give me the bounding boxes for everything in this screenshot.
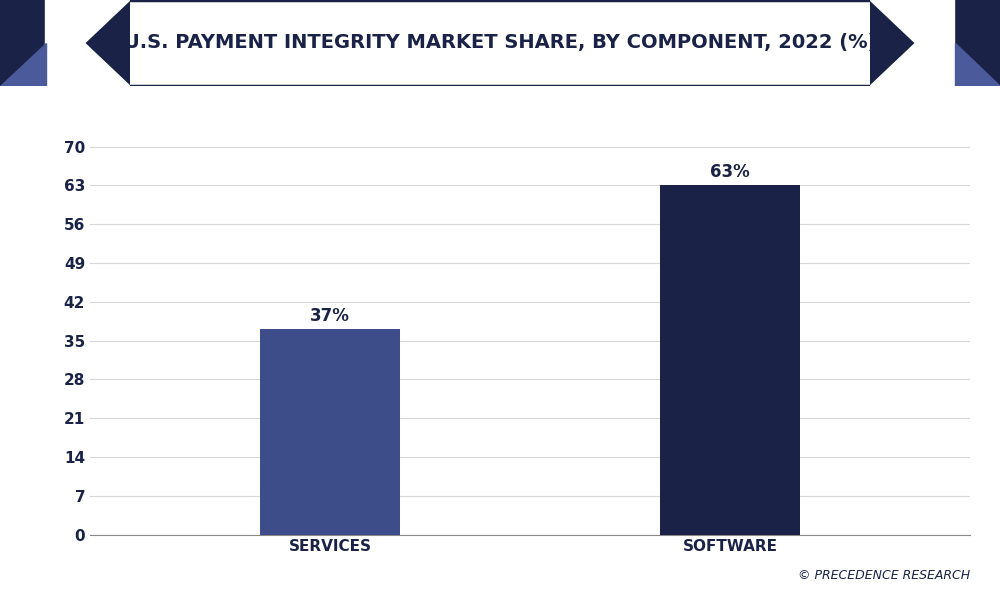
Text: 37%: 37% — [310, 307, 350, 325]
Polygon shape — [46, 0, 130, 86]
Text: 63%: 63% — [710, 163, 750, 181]
Bar — [660, 185, 800, 535]
Polygon shape — [870, 0, 1000, 86]
Polygon shape — [954, 43, 1000, 86]
Text: U.S. PAYMENT INTEGRITY MARKET SHARE, BY COMPONENT, 2022 (%): U.S. PAYMENT INTEGRITY MARKET SHARE, BY … — [124, 33, 876, 52]
Bar — [260, 330, 400, 535]
Polygon shape — [0, 0, 130, 86]
Polygon shape — [870, 0, 954, 86]
Text: © PRECEDENCE RESEARCH: © PRECEDENCE RESEARCH — [798, 569, 970, 582]
Polygon shape — [0, 43, 46, 86]
